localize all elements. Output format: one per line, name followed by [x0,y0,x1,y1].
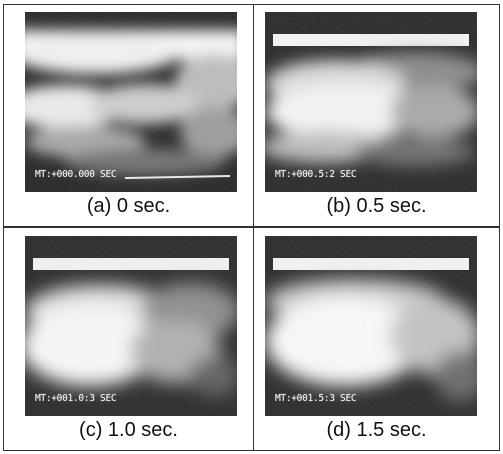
timestamp-overlay-a: MT:+000.000 SEC [35,169,117,180]
photo-frame-a: MT:+000.000 SEC [25,12,237,192]
photo-frame-d: MT:+001.5:3 SEC [265,236,477,416]
caption-c: (c) 1.0 sec. [79,419,178,441]
panel-d: MT:+001.5:3 SEC (d) 1.5 sec. [254,228,499,450]
photo-frame-c: MT:+001.0:3 SEC [25,236,237,416]
panel-a: MT:+000.000 SEC (a) 0 sec. [4,5,254,228]
timestamp-overlay-b: MT:+000.5:2 SEC [275,169,357,180]
photo-frame-b: MT:+000.5:2 SEC [265,12,477,192]
caption-b: (b) 0.5 sec. [326,195,427,217]
caption-a: (a) 0 sec. [86,195,171,217]
timestamp-overlay-d: MT:+001.5:3 SEC [275,393,357,404]
figure-grid: MT:+000.000 SEC (a) 0 sec. [3,4,500,451]
panel-c: MT:+001.0:3 SEC (c) 1.0 sec. [4,228,254,450]
timestamp-overlay-c: MT:+001.0:3 SEC [35,393,117,404]
panel-b: MT:+000.5:2 SEC (b) 0.5 sec. [254,5,499,228]
caption-d: (d) 1.5 sec. [326,419,427,441]
